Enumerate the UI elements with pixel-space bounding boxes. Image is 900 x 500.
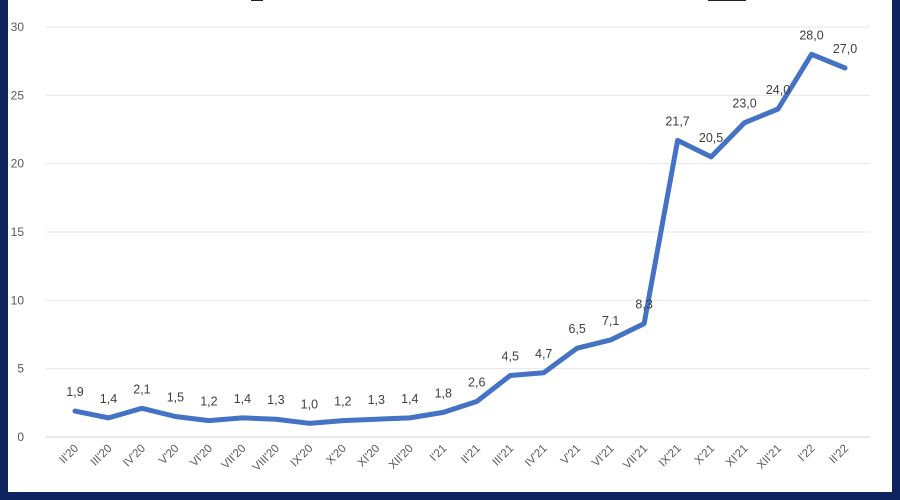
x-tick-label: IX'21 bbox=[657, 443, 684, 470]
x-tick-label: VI'21 bbox=[590, 443, 617, 470]
data-label: 1,5 bbox=[167, 391, 184, 405]
x-tick-label: V'21 bbox=[559, 443, 584, 468]
x-tick-label: V'20 bbox=[157, 443, 182, 468]
x-tick-label: X'20 bbox=[324, 443, 349, 468]
y-tick-label: 5 bbox=[17, 362, 24, 376]
data-label: 27,0 bbox=[833, 42, 857, 56]
data-label: 1,3 bbox=[368, 393, 385, 407]
data-label: 1,4 bbox=[100, 392, 117, 406]
x-tick-label: XII'21 bbox=[755, 443, 784, 472]
y-tick-label: 20 bbox=[11, 157, 25, 171]
y-tick-label: 0 bbox=[17, 430, 24, 444]
data-label: 1,3 bbox=[267, 393, 284, 407]
x-tick-label: VI'20 bbox=[188, 443, 215, 470]
data-label: 1,2 bbox=[200, 395, 217, 409]
y-tick-label: 10 bbox=[11, 293, 25, 307]
data-label: 1,9 bbox=[66, 385, 83, 399]
x-tick-label: I'22 bbox=[796, 443, 817, 464]
data-label: 1,4 bbox=[234, 392, 251, 406]
data-label: 2,1 bbox=[133, 382, 150, 396]
data-label: 1,2 bbox=[334, 395, 351, 409]
series-line bbox=[72, 51, 848, 426]
clipped-title-fragments bbox=[251, 0, 746, 1]
x-tick-label: II'22 bbox=[828, 443, 852, 467]
data-label: 8,3 bbox=[635, 298, 652, 312]
x-tick-label: VII'21 bbox=[621, 443, 650, 472]
data-label: 1,8 bbox=[435, 386, 452, 400]
x-tick-label: III'20 bbox=[89, 443, 115, 469]
x-tick-label: XI'21 bbox=[724, 443, 751, 470]
data-label: 1,0 bbox=[301, 397, 318, 411]
y-tick-label: 25 bbox=[11, 88, 25, 102]
data-label: 24,0 bbox=[766, 83, 790, 97]
x-tick-label: II'21 bbox=[459, 443, 483, 467]
data-label: 2,6 bbox=[468, 375, 485, 389]
x-tick-label: II'20 bbox=[58, 443, 82, 467]
data-label: 6,5 bbox=[568, 322, 585, 336]
x-tick-label: III'21 bbox=[490, 443, 516, 469]
x-tick-label: I'21 bbox=[428, 443, 449, 464]
x-tick-label: X'21 bbox=[693, 443, 718, 468]
x-tick-label: VIII'20 bbox=[251, 443, 282, 474]
data-label: 23,0 bbox=[732, 97, 756, 111]
data-label: 4,5 bbox=[502, 350, 519, 364]
x-tick-label: VII'20 bbox=[219, 443, 248, 472]
chart-frame: 0 5 10 15 20 25 30 II'20 III'20 IV'20 V'20 VI'20 VI… bbox=[8, 0, 892, 492]
y-tick-label: 30 bbox=[11, 20, 25, 34]
data-label: 20,5 bbox=[699, 131, 723, 145]
data-label: 21,7 bbox=[665, 114, 689, 128]
y-tick-label: 15 bbox=[11, 225, 25, 239]
data-label: 1,4 bbox=[401, 392, 418, 406]
x-tick-label: XII'20 bbox=[387, 443, 416, 472]
data-label: 28,0 bbox=[799, 28, 823, 42]
x-tick-label: IV'20 bbox=[121, 443, 148, 470]
x-tick-label: IV'21 bbox=[523, 443, 550, 470]
data-label: 7,1 bbox=[602, 314, 619, 328]
x-tick-label: IX'20 bbox=[289, 443, 316, 470]
x-tick-label: XI'20 bbox=[356, 443, 383, 470]
data-label: 4,7 bbox=[535, 347, 552, 361]
